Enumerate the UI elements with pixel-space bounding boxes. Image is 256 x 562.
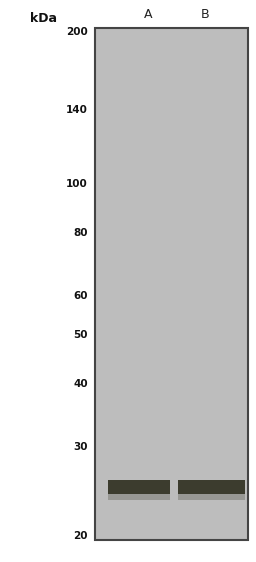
- Text: 40: 40: [73, 379, 88, 389]
- Bar: [108, 494, 170, 500]
- Text: 140: 140: [66, 105, 88, 115]
- Bar: [178, 480, 245, 494]
- Bar: [108, 480, 170, 494]
- Text: kDa: kDa: [30, 12, 57, 25]
- Text: 80: 80: [73, 228, 88, 238]
- Text: 100: 100: [66, 179, 88, 189]
- Bar: [95, 28, 248, 540]
- Text: A: A: [144, 7, 152, 20]
- Text: B: B: [201, 7, 209, 20]
- Text: 20: 20: [73, 531, 88, 541]
- Bar: [178, 494, 245, 500]
- Text: 30: 30: [73, 442, 88, 452]
- Text: 200: 200: [66, 27, 88, 37]
- Text: 50: 50: [73, 330, 88, 341]
- Text: 60: 60: [73, 291, 88, 301]
